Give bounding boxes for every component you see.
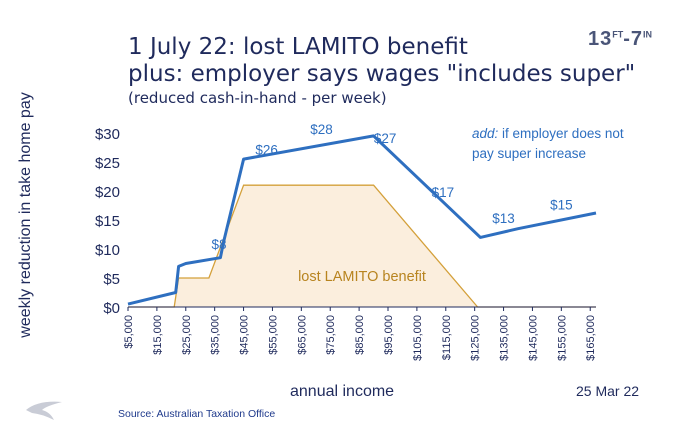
brand-sup-2: IN xyxy=(643,29,652,40)
source-note: Source: Australian Taxation Office xyxy=(118,408,276,420)
chart-subtitle: (reduced cash-in-hand - per week) xyxy=(128,89,387,107)
y-tick-label: $5 xyxy=(103,271,120,288)
x-tick-label: $85,000 xyxy=(354,315,366,355)
note-line-2: pay super increase xyxy=(472,146,586,161)
x-tick-label: $25,000 xyxy=(181,315,193,355)
x-tick-label: $5,000 xyxy=(123,315,135,349)
y-tick-label: $0 xyxy=(103,300,120,317)
x-tick-label: $65,000 xyxy=(296,315,308,355)
x-axis-label: annual income xyxy=(290,383,395,400)
chart-title: 1 July 22: lost LAMITO benefit plus: emp… xyxy=(128,34,635,88)
x-tick-label: $15,000 xyxy=(152,315,164,355)
title-line-1: 1 July 22: lost LAMITO benefit xyxy=(128,34,468,60)
area-fill-lost-lamito xyxy=(128,185,596,307)
data-label: $8 xyxy=(211,237,226,252)
x-tick-label: $125,000 xyxy=(470,315,482,361)
brand-sup-1: FT xyxy=(612,29,624,40)
brand-logo: 13FT-7IN xyxy=(588,28,652,51)
data-label: $15 xyxy=(550,198,573,213)
chart-date: 25 Mar 22 xyxy=(576,383,640,399)
y-tick-label: $10 xyxy=(95,242,120,259)
x-tick-label: $155,000 xyxy=(556,315,568,361)
series-line-reduction xyxy=(127,134,597,306)
y-tick-label: $20 xyxy=(95,184,120,201)
x-tick-label: $45,000 xyxy=(239,315,251,355)
data-label: $28 xyxy=(310,122,333,137)
x-tick-label: $105,000 xyxy=(412,315,424,361)
brand-dash: - xyxy=(623,28,631,50)
title-line-2: plus: employer says wages "includes supe… xyxy=(128,61,636,87)
data-label: $27 xyxy=(374,131,397,146)
x-tick-label: $145,000 xyxy=(527,315,539,361)
y-tick-label: $30 xyxy=(95,126,120,143)
brand-number: 7 xyxy=(630,28,643,50)
x-tick-label: $95,000 xyxy=(383,315,395,355)
x-tick-label: $55,000 xyxy=(267,315,279,355)
x-tick-label: $135,000 xyxy=(499,315,511,361)
bird-logo-icon xyxy=(26,401,62,420)
x-tick-label: $35,000 xyxy=(210,315,222,355)
data-label: $26 xyxy=(255,142,278,157)
data-label: $13 xyxy=(492,211,515,226)
x-tick-label: $75,000 xyxy=(325,315,337,355)
note-line-1: add: if employer does not xyxy=(472,126,624,141)
note-text: if employer does not xyxy=(498,126,624,141)
brand-text: 13 xyxy=(587,28,613,50)
x-tick-label: $115,000 xyxy=(441,315,453,360)
area-label: lost LAMITO benefit xyxy=(298,269,426,285)
y-tick-label: $25 xyxy=(95,155,120,172)
data-label: $17 xyxy=(432,185,455,200)
y-tick-label: $15 xyxy=(95,213,120,230)
x-tick-label: $165,000 xyxy=(585,315,597,361)
note-label: add: xyxy=(472,126,499,141)
